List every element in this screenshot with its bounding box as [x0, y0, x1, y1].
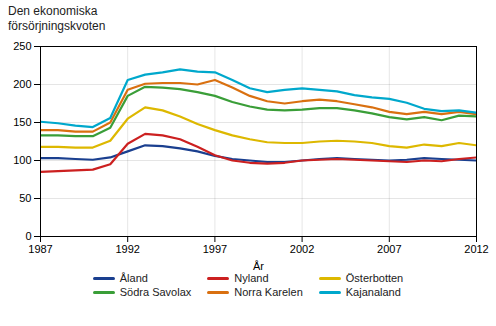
html-text:Nyland: Nyland	[234, 272, 269, 284]
html-text:Österbotten: Österbotten	[345, 272, 404, 284]
svg-text:0: 0	[25, 230, 31, 242]
svg-text:2012: 2012	[464, 243, 488, 255]
svg-text:150: 150	[13, 116, 31, 128]
html-text:Kajanaland: Kajanaland	[345, 286, 401, 298]
svg-text:200: 200	[13, 78, 31, 90]
svg-text:50: 50	[19, 192, 31, 204]
svg-text:100: 100	[13, 154, 31, 166]
svg-text:250: 250	[13, 40, 31, 52]
svg-text:2002: 2002	[290, 243, 314, 255]
html-text:Åland: Åland	[119, 272, 148, 284]
svg-text:1997: 1997	[203, 243, 227, 255]
html-text:Den ekonomiska försörjningskvo: Den ekonomiska försörjningskvoten	[8, 4, 106, 33]
html-text:Norra Karelen: Norra Karelen	[234, 286, 303, 298]
svg-text:År: År	[253, 260, 264, 272]
svg-text:1987: 1987	[28, 243, 52, 255]
svg-text:2007: 2007	[377, 243, 401, 255]
svg-text:1992: 1992	[115, 243, 139, 255]
html-text:Södra Savolax: Södra Savolax	[119, 286, 192, 298]
